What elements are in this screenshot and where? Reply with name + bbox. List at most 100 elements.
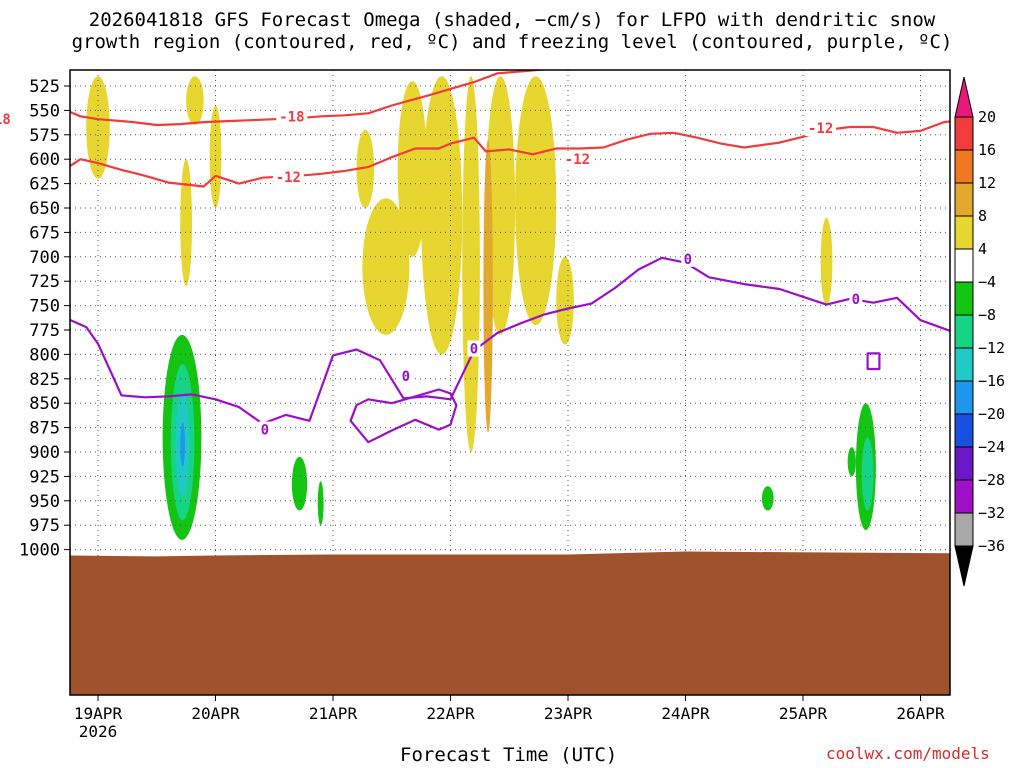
x-axis: 19APR 20APR 21APR 22APR 23APR 24APR 25APR 26APR… (74, 695, 945, 741)
watermark: coolwx.com/models (826, 744, 990, 763)
y-axis: 525 550 575 600 625 650 675 700 725 750 775 800 825 8… (19, 77, 70, 561)
x-tick-label-2: 21APR (309, 704, 358, 723)
omega-region-2 (209, 105, 222, 208)
y-tick-label-12: 825 (29, 370, 60, 390)
omega-region-20 (761, 486, 774, 511)
colorbar-label-5: −4 (978, 273, 996, 291)
colorbar-label-1: 16 (978, 141, 996, 159)
omega-region-19 (317, 481, 324, 526)
omega-region-17 (180, 422, 185, 467)
x-axis-label: Forecast Time (UTC) (400, 744, 618, 766)
omega-region-1 (186, 76, 204, 126)
contour-label-bg-4 (805, 119, 837, 136)
y-tick-label-14: 875 (29, 419, 60, 439)
ground-surface (70, 551, 950, 695)
y-tick-label-18: 975 (29, 516, 60, 536)
x-tick-label-3: 22APR (426, 704, 475, 723)
colorbar-box-11 (954, 479, 974, 514)
contour-label-bg-0 (0, 111, 14, 128)
omega-region-3 (180, 159, 192, 287)
y-tick-label-4: 625 (29, 175, 60, 195)
y-tick-label-5: 650 (29, 199, 60, 219)
colorbar-box-3 (954, 215, 974, 250)
omega-region-4 (356, 129, 375, 209)
contour-line-4 (866, 352, 881, 371)
x-tick-label-6: 25APR (779, 704, 828, 723)
contour-label-6: 0 (402, 369, 410, 385)
colorbar-box-12 (954, 512, 974, 547)
colorbar-box-1 (954, 149, 974, 184)
y-tick-label-8: 725 (29, 272, 60, 292)
chart-title-line-2: growth region (contoured, red, ºC) and f… (71, 31, 953, 53)
contour-label-bg-1 (276, 108, 308, 125)
colorbar-label-13: −36 (978, 537, 1005, 555)
y-tick-label-2: 575 (29, 126, 60, 146)
omega-region-9 (485, 76, 516, 335)
x-tick-label-0: 19APR (74, 704, 123, 723)
omega-region-8 (462, 76, 480, 452)
y-tick-label-7: 700 (29, 248, 60, 268)
y-tick-label-10: 775 (29, 321, 60, 341)
contour-line-3 (349, 388, 458, 444)
contour-label-bg-3 (561, 151, 593, 168)
colorbar-label-9: −20 (978, 405, 1005, 423)
colorbar-box-4 (954, 248, 974, 283)
colorbar-arrow-top (954, 76, 974, 118)
omega-region-22 (847, 447, 856, 477)
omega-region-18 (291, 456, 308, 511)
colorbar-box-6 (954, 314, 974, 349)
colorbar: 20 16 12 8 4 −4 −8 −12 −16 −20 −24 −28 −32 −36 (954, 76, 1005, 587)
y-tick-label-19: 1000 (19, 541, 60, 561)
x-tick-label-4: 23APR (544, 704, 593, 723)
omega-region-23 (861, 437, 874, 511)
contour-labels: -18 -18 -12 -12 -12 0 0 0 0 0 (0, 108, 863, 439)
contour-label-bg-8 (681, 250, 695, 267)
colorbar-box-2 (954, 182, 974, 217)
contour-line-0 (70, 70, 551, 127)
contour-label-5: 0 (261, 423, 269, 439)
y-tick-label-1: 550 (29, 101, 60, 121)
contour-label-3: -12 (565, 152, 590, 168)
contour-label-0: -18 (0, 112, 11, 128)
y-tick-label-9: 750 (29, 297, 60, 317)
colorbar-box-5 (954, 281, 974, 316)
contour-line-2 (70, 256, 950, 425)
colorbar-box-7 (954, 347, 974, 382)
y-tick-label-3: 600 (29, 150, 60, 170)
colorbar-label-10: −24 (978, 438, 1005, 456)
omega-shading-layer (86, 76, 876, 540)
contour-label-bg-9 (849, 290, 863, 307)
omega-region-5 (362, 198, 410, 335)
contour-label-9: 0 (852, 292, 860, 308)
omega-region-12 (820, 217, 833, 306)
contour-label-2: -12 (276, 170, 301, 186)
y-tick-label-0: 525 (29, 77, 60, 97)
colorbar-label-11: −28 (978, 471, 1005, 489)
colorbar-box-9 (954, 413, 974, 448)
omega-region-0 (86, 76, 110, 179)
colorbar-box-10 (954, 446, 974, 481)
y-tick-label-6: 675 (29, 223, 60, 243)
colorbar-box-0 (954, 116, 974, 151)
contour-label-4: -12 (808, 121, 833, 137)
x-tick-label-5: 24APR (661, 704, 710, 723)
y-tick-label-16: 925 (29, 467, 60, 487)
contour-label-bg-7 (467, 340, 481, 357)
contour-label-bg-5 (258, 421, 272, 438)
colorbar-label-4: 4 (978, 240, 987, 258)
contour-label-bg-6 (399, 367, 413, 384)
y-tick-label-13: 850 (29, 394, 60, 414)
ground-fill (70, 551, 950, 695)
colorbar-label-3: 8 (978, 207, 987, 225)
omega-region-10 (515, 76, 557, 326)
omega-region-7 (421, 76, 463, 355)
chart-title-line-1: 2026041818 GFS Forecast Omega (shaded, −… (88, 9, 936, 31)
x-year-label: 2026 (79, 722, 118, 741)
colorbar-arrow-bottom (954, 545, 974, 587)
colorbar-label-7: −12 (978, 339, 1005, 357)
y-tick-label-11: 800 (29, 345, 60, 365)
colorbar-label-2: 12 (978, 174, 996, 192)
contour-label-bg-2 (272, 168, 304, 185)
omega-region-13 (483, 139, 493, 433)
